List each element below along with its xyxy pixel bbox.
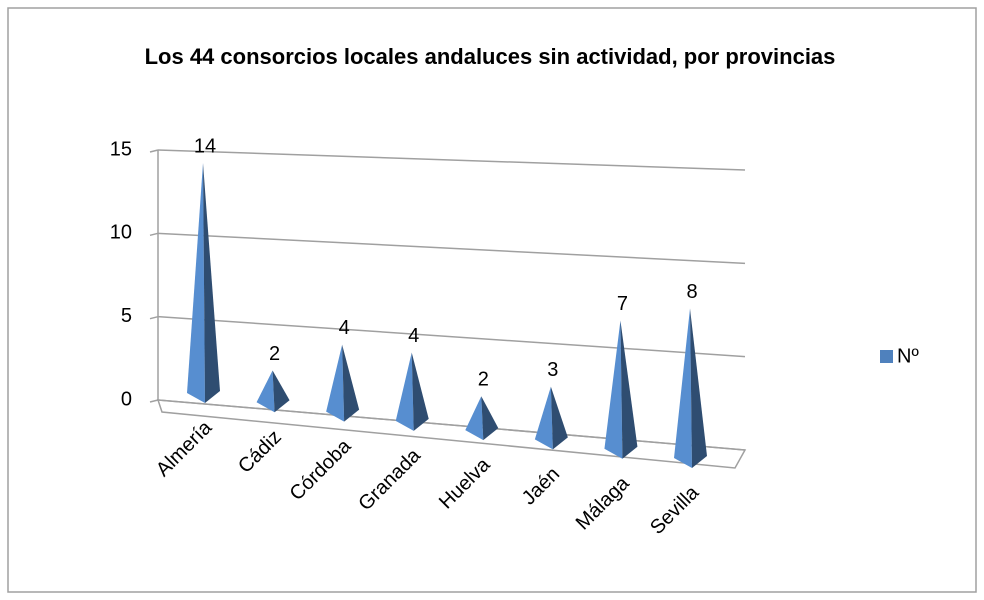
grid-line: [157, 399, 746, 451]
legend-label: Nº: [897, 345, 919, 367]
chart-border: [7, 7, 977, 593]
tick-mark: [149, 149, 159, 153]
pyramid-right-face: [203, 163, 220, 403]
pyramid: [256, 370, 290, 413]
data-label: 2: [269, 343, 280, 365]
data-label: 8: [686, 281, 697, 303]
pyramid-right-face: [620, 320, 638, 459]
pyramid-right-face: [481, 396, 499, 441]
legend-swatch: [880, 350, 893, 363]
pyramid-right-face: [690, 308, 707, 468]
pyramid-right-face: [272, 370, 290, 413]
pyramid: [395, 352, 429, 431]
pyramid-right-face: [550, 386, 568, 450]
pyramid-left-face: [465, 396, 484, 441]
pyramid: [187, 163, 220, 403]
chart-title: Los 44 consorcios locales andaluces sin …: [144, 44, 836, 69]
data-label: 4: [408, 325, 419, 347]
pyramid-left-face: [395, 352, 414, 431]
pyramid-left-face: [187, 163, 205, 403]
data-label: 4: [339, 317, 350, 339]
data-label: 2: [478, 369, 489, 391]
y-tick-label: 0: [121, 388, 132, 410]
tick-mark: [149, 399, 159, 403]
tick-mark: [149, 315, 159, 320]
tick-mark: [149, 232, 159, 237]
data-label: 14: [194, 135, 216, 157]
pyramid: [674, 308, 707, 468]
pyramid: [534, 386, 568, 450]
y-tick-label: 10: [110, 222, 132, 244]
pyramid-left-face: [674, 308, 692, 468]
grid-line: [157, 149, 746, 171]
pyramid: [465, 396, 499, 441]
data-label: 3: [547, 359, 558, 381]
grid-line: [157, 232, 746, 265]
pyramid-right-face: [411, 352, 429, 431]
grid-line: [157, 315, 746, 358]
pyramid-right-face: [342, 344, 360, 422]
pyramid-left-face: [534, 386, 553, 450]
pyramid-left-face: [256, 370, 275, 413]
pyramid-left-face: [604, 320, 623, 459]
y-tick-label: 5: [121, 305, 132, 327]
pyramid: [326, 344, 360, 422]
pyramid-left-face: [326, 344, 345, 422]
pyramid: [604, 320, 638, 459]
data-label: 7: [617, 293, 628, 315]
y-tick-label: 15: [110, 138, 132, 160]
